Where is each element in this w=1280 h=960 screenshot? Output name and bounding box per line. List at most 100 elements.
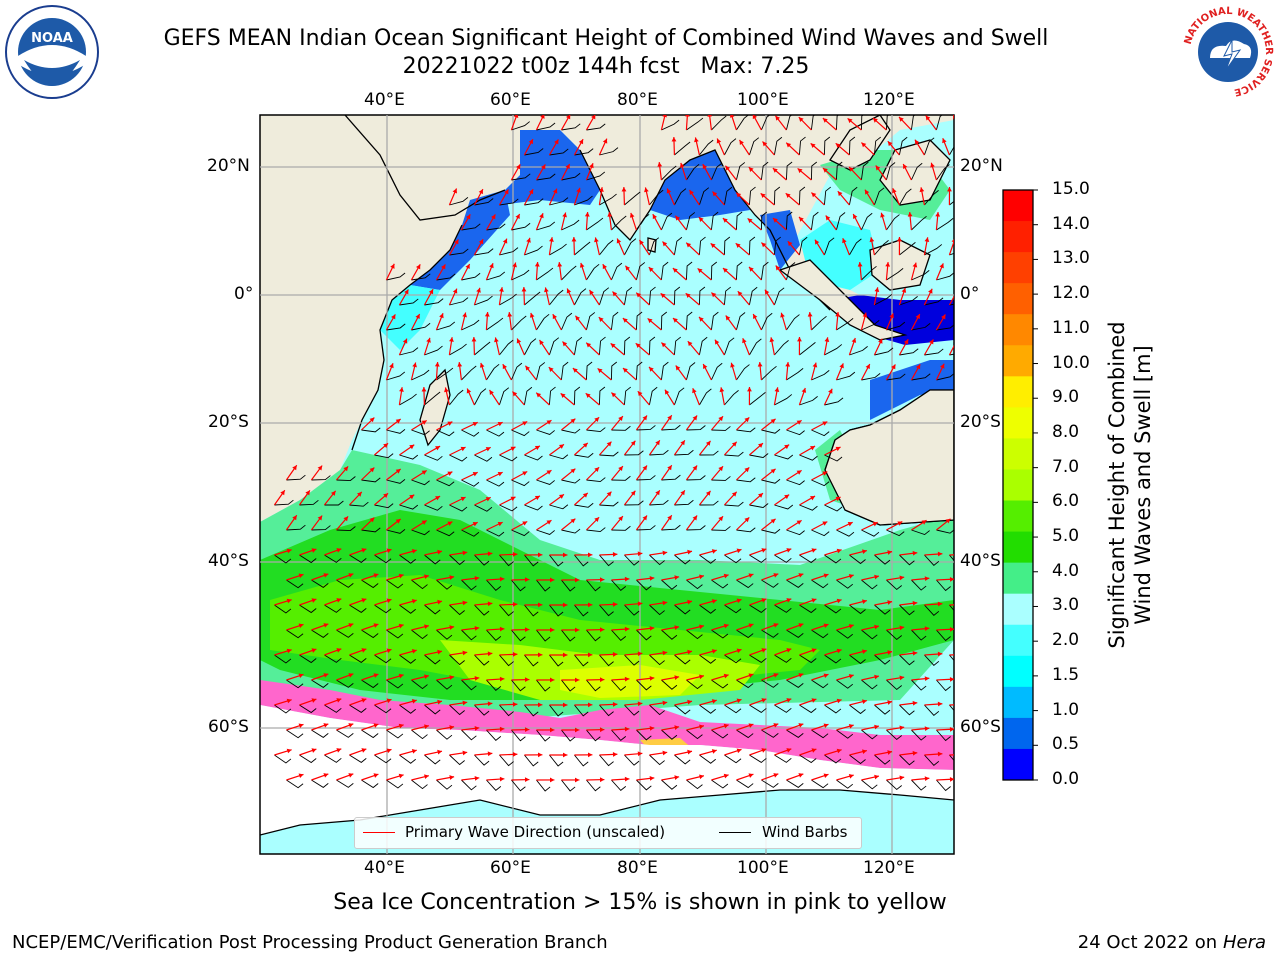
wind-barb bbox=[386, 272, 406, 281]
wave-arrow-head bbox=[343, 466, 349, 472]
wave-arrow-head bbox=[785, 193, 791, 198]
wind-barb bbox=[436, 579, 453, 590]
wave-arrow-head bbox=[839, 363, 844, 369]
wind-barb bbox=[561, 629, 576, 642]
wave-arrow-head bbox=[599, 777, 605, 783]
wind-barb bbox=[860, 115, 864, 131]
wave-arrow-head bbox=[524, 577, 530, 583]
wave-arrow-head bbox=[575, 627, 580, 633]
wave-arrow-head bbox=[872, 118, 878, 123]
wave-arrow-head bbox=[504, 189, 509, 195]
colorbar-tick-label: 11.0 bbox=[1052, 317, 1090, 338]
wind-barb bbox=[436, 321, 456, 331]
wind-barb bbox=[386, 729, 404, 739]
wave-arrow-head bbox=[736, 548, 742, 554]
wind-barb bbox=[511, 629, 526, 642]
wind-barb bbox=[749, 503, 769, 509]
wave-arrow-head bbox=[775, 115, 781, 121]
wind-barb bbox=[748, 186, 756, 206]
wave-arrow-head bbox=[424, 574, 429, 580]
wind-barb bbox=[499, 198, 519, 206]
wind-barb bbox=[699, 388, 712, 406]
wave-arrow-head bbox=[823, 723, 829, 729]
wind-barb bbox=[936, 164, 950, 181]
wave-arrow-head bbox=[639, 239, 644, 245]
wave-arrow-head bbox=[612, 602, 618, 607]
wind-barb bbox=[449, 554, 465, 566]
wave-arrow-head bbox=[736, 748, 742, 754]
wind-barb bbox=[361, 679, 379, 689]
wave-arrow-head bbox=[534, 495, 540, 501]
wind-barb bbox=[624, 704, 640, 716]
colorbar-cell bbox=[1003, 717, 1033, 750]
wind-barb bbox=[736, 115, 750, 131]
wind-barb bbox=[799, 454, 818, 461]
wave-arrow-head bbox=[722, 218, 728, 223]
wind-barb bbox=[835, 212, 846, 231]
wind-barb bbox=[861, 320, 880, 331]
wave-arrow-head bbox=[369, 417, 375, 423]
wind-barb bbox=[673, 387, 685, 406]
wave-arrow-head bbox=[687, 549, 693, 555]
wave-arrow-head bbox=[928, 288, 933, 294]
footer-credit: NCEP/EMC/Verification Post Processing Pr… bbox=[12, 932, 608, 953]
wind-barb bbox=[874, 704, 891, 715]
wind-barb bbox=[599, 147, 619, 156]
lon-tick-top: 40°E bbox=[364, 90, 405, 110]
wind-barb bbox=[349, 654, 367, 663]
wave-arrow-head bbox=[411, 699, 417, 704]
wave-arrow-head bbox=[762, 141, 768, 147]
wave-arrow-head bbox=[649, 726, 655, 731]
wind-barb bbox=[836, 729, 854, 739]
wind-barb bbox=[436, 479, 455, 487]
wave-arrow-head bbox=[687, 749, 693, 755]
wind-barb bbox=[361, 527, 381, 533]
wave-arrow-head bbox=[847, 118, 853, 124]
wave-arrow-head bbox=[723, 573, 729, 579]
wave-arrow-head bbox=[649, 626, 655, 631]
wave-arrow-head bbox=[637, 601, 643, 607]
wind-barb bbox=[811, 779, 829, 789]
wind-barb bbox=[661, 424, 681, 431]
wind-barb bbox=[611, 215, 627, 231]
wave-arrow-head bbox=[460, 496, 466, 502]
wind-barb bbox=[574, 654, 589, 667]
wave-arrow-head bbox=[949, 576, 954, 582]
wind-barb bbox=[699, 704, 716, 714]
wind-barb bbox=[849, 346, 868, 356]
wave-arrow-head bbox=[594, 467, 600, 473]
wave-arrow-head bbox=[512, 262, 517, 268]
wind-barb bbox=[924, 604, 940, 616]
wave-arrow-head bbox=[629, 212, 635, 218]
wave-arrow-head bbox=[395, 469, 401, 474]
wave-arrow-head bbox=[323, 723, 329, 728]
wave-arrow-head bbox=[487, 751, 493, 757]
wind-barb bbox=[911, 323, 931, 331]
wind-barb bbox=[486, 529, 505, 537]
wind-barb bbox=[610, 361, 618, 381]
wave-arrow-head bbox=[348, 723, 354, 728]
wind-barb bbox=[486, 579, 502, 591]
wave-arrow-head bbox=[323, 673, 329, 678]
wind-barb bbox=[586, 629, 601, 642]
wave-arrow-head bbox=[330, 490, 336, 496]
wind-barb bbox=[386, 779, 404, 789]
wind-barb bbox=[661, 579, 678, 590]
wave-arrow-head bbox=[963, 602, 967, 607]
wave-arrow-head bbox=[718, 416, 724, 422]
wave-arrow-head bbox=[386, 648, 392, 654]
wave-arrow-head bbox=[748, 773, 754, 778]
wind-barb bbox=[524, 604, 539, 617]
wind-barb bbox=[961, 273, 980, 280]
wave-arrow-head bbox=[612, 702, 618, 707]
wave-arrow-head bbox=[575, 315, 581, 321]
wind-barb bbox=[699, 654, 716, 664]
wave-arrow-head bbox=[711, 549, 717, 554]
wave-arrow-head bbox=[703, 363, 708, 369]
wave-arrow-head bbox=[679, 162, 685, 168]
wind-barb bbox=[411, 429, 430, 436]
wind-barb bbox=[811, 429, 830, 437]
wave-arrow-head bbox=[348, 673, 354, 678]
colorbar-cell bbox=[1003, 314, 1033, 346]
wave-arrow-head bbox=[874, 674, 879, 680]
